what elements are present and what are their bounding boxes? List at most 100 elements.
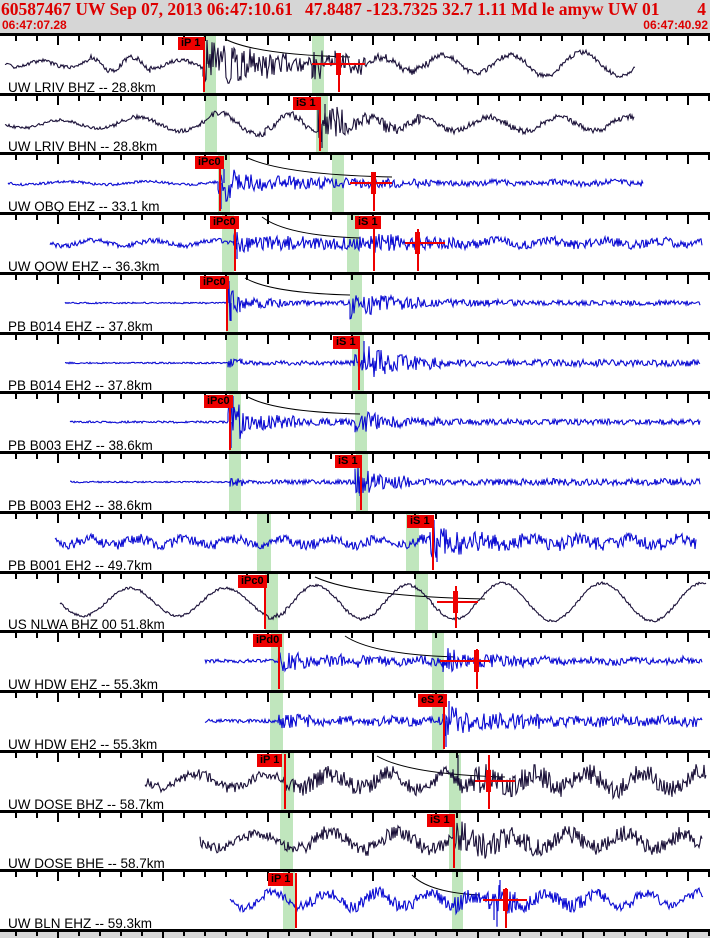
time-tick [78, 155, 80, 161]
pick-flag[interactable]: iPc0 [200, 275, 229, 289]
time-tick [687, 95, 689, 105]
trace-panel-UW-DOSE[interactable]: iS 1 UW DOSE BHE -- 58.7km [0, 812, 710, 873]
time-tick [120, 513, 122, 519]
time-tick [351, 36, 353, 41]
pick-line[interactable] [373, 216, 375, 271]
time-tick [204, 752, 206, 758]
time-tick [603, 155, 605, 161]
window-end-time: 06:47:40.92 [643, 18, 708, 32]
time-tick [162, 932, 164, 938]
time-tick [372, 812, 374, 822]
time-tick [15, 454, 17, 460]
pick-line[interactable] [234, 216, 236, 271]
time-tick [309, 155, 311, 161]
pick-flag[interactable]: iS 1 [427, 813, 453, 827]
pick-flag[interactable]: iS 1 [407, 514, 433, 528]
pick-window-band [350, 274, 362, 332]
pick-flag[interactable]: iPc0 [210, 216, 239, 230]
time-tick [624, 334, 626, 340]
amplitude-marker-vline [505, 888, 507, 928]
time-tick [498, 693, 500, 699]
pick-flag[interactable]: iS 1 [335, 455, 361, 469]
trace-panel-UW-LRIV[interactable]: iP 1 UW LRIV BHZ -- 28.8km [0, 36, 710, 96]
time-tick [57, 394, 59, 404]
pick-line[interactable] [284, 753, 286, 809]
time-tick [204, 334, 206, 340]
trace-panel-UW-HDW[interactable]: iPd0 UW HDW EHZ -- 55.3km [0, 633, 710, 694]
pick-line[interactable] [203, 37, 205, 92]
pick-flag[interactable]: iS 1 [355, 216, 381, 230]
waveform-path [199, 821, 703, 859]
time-tick [540, 573, 542, 579]
trace-panel-PB-B014[interactable]: iPc0 PB B014 EHZ -- 37.8km [0, 274, 710, 335]
time-tick [162, 573, 164, 583]
trace-panel-UW-OBQ[interactable]: iPc0 UW OBQ EHZ -- 33.1 km [0, 155, 710, 216]
trace-panel-UW-BLN[interactable]: iP 1 UW BLN EHZ -- 59.3km [0, 872, 710, 932]
coda-decay-curve [314, 576, 486, 600]
time-tick [414, 633, 416, 639]
pick-flag[interactable]: iP 1 [178, 37, 204, 50]
time-tick [603, 693, 605, 699]
pick-line[interactable] [443, 694, 445, 749]
waveform-path [54, 526, 697, 558]
pick-flag[interactable]: eS 2 [418, 694, 447, 708]
pick-line[interactable] [319, 96, 321, 152]
pick-line[interactable] [432, 514, 434, 570]
pick-line[interactable] [264, 574, 266, 630]
time-tick [582, 633, 584, 643]
time-tick [477, 573, 479, 583]
pick-flag[interactable]: iPc0 [195, 156, 224, 170]
time-tick [36, 573, 38, 579]
time-tick [57, 693, 59, 703]
time-tick [435, 334, 437, 340]
time-tick [309, 36, 311, 41]
waveform-path [49, 230, 703, 254]
trace-panel-UW-QOW[interactable]: iPc0 iS 1 UW QOW EHZ -- 36.3km [0, 215, 710, 275]
pick-flag[interactable]: iS 1 [333, 335, 359, 349]
time-tick [204, 215, 206, 221]
pick-line[interactable] [226, 275, 228, 331]
time-tick [57, 155, 59, 165]
time-tick [330, 215, 332, 221]
pick-flag[interactable]: iP 1 [257, 753, 283, 767]
pick-line[interactable] [358, 335, 360, 391]
time-tick [393, 454, 395, 460]
time-tick [141, 155, 143, 161]
time-tick [561, 872, 563, 878]
time-tick [645, 36, 647, 41]
pick-flag[interactable]: iS 1 [293, 96, 319, 110]
trace-panel-UW-DOSE[interactable]: iP 1 UW DOSE BHZ -- 58.7km [0, 752, 710, 813]
pick-line[interactable] [295, 873, 297, 928]
time-tick [183, 752, 185, 758]
time-tick [582, 932, 584, 938]
time-tick [477, 454, 479, 464]
time-tick [582, 872, 584, 882]
pick-flag[interactable]: iP 1 [268, 873, 294, 887]
time-tick [120, 573, 122, 579]
pick-flag[interactable]: iPc0 [204, 395, 233, 409]
trace-panel-PB-B001[interactable]: iS 1 PB B001 EH2 -- 49.7km [0, 513, 710, 574]
time-tick [309, 334, 311, 340]
time-tick [624, 95, 626, 101]
time-tick [120, 812, 122, 818]
time-tick [225, 693, 227, 699]
time-tick [183, 394, 185, 400]
trace-panel-PB-B003[interactable]: iS 1 PB B003 EH2 -- 38.6km [0, 454, 710, 514]
pick-line[interactable] [278, 634, 280, 690]
time-tick [540, 155, 542, 161]
coda-decay-curve [244, 277, 351, 296]
pick-line[interactable] [360, 455, 362, 510]
pick-line[interactable] [219, 156, 221, 212]
time-tick [708, 633, 710, 639]
trace-panel-PB-B014[interactable]: iS 1 PB B014 EH2 -- 37.8km [0, 334, 710, 395]
trace-panel-UW-HDW[interactable]: eS 2 UW HDW EH2 -- 55.3km [0, 693, 710, 753]
pick-line[interactable] [453, 813, 455, 869]
pick-flag[interactable]: iPc0 [238, 574, 267, 588]
pick-line[interactable] [229, 395, 231, 451]
trace-panel-US-NLWA[interactable]: iPc0 US NLWA BHZ 00 51.8km [0, 573, 710, 634]
trace-panel-PB-B003[interactable]: iPc0 PB B003 EHZ -- 38.6km [0, 394, 710, 455]
time-tick [330, 812, 332, 818]
trace-panel-UW-LRIV[interactable]: iS 1 UW LRIV BHN -- 28.8km [0, 95, 710, 156]
pick-flag[interactable]: iPd0 [253, 634, 283, 648]
time-tick [645, 394, 647, 400]
